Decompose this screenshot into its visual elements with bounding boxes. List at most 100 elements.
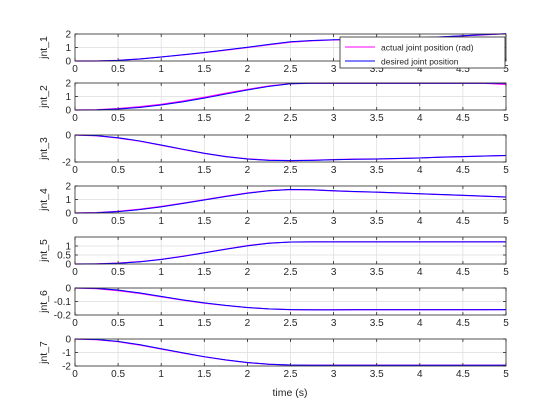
x-tick-label: 2: [245, 267, 251, 278]
x-tick-label: 0: [72, 369, 78, 380]
y-tick-label: 2: [65, 79, 71, 90]
y-tick-label: -1: [62, 348, 71, 359]
x-tick-label: 3: [331, 64, 337, 75]
y-tick-label: -0.2: [54, 311, 72, 322]
y-tick-label: 2: [65, 182, 71, 193]
x-tick-label: 2: [245, 318, 251, 329]
x-tick-label: 1.5: [197, 165, 211, 176]
x-tick-label: 0.5: [111, 216, 125, 227]
y-tick-label: 0: [65, 284, 71, 295]
y-tick-label: -0.1: [54, 297, 72, 308]
x-tick-label: 1: [158, 113, 164, 124]
x-tick-label: 3.5: [370, 369, 384, 380]
y-tick-label: -2: [62, 158, 71, 169]
x-tick-label: 4.5: [456, 64, 470, 75]
x-tick-label: 2.5: [284, 369, 298, 380]
x-tick-label: 2: [245, 216, 251, 227]
y-axis-label: jnt_3: [38, 137, 50, 161]
y-tick-label: 0.5: [57, 251, 71, 262]
x-tick-label: 5: [503, 369, 509, 380]
y-tick-label: 0: [65, 57, 71, 68]
x-tick-label: 1: [158, 216, 164, 227]
x-tick-label: 3.5: [370, 318, 384, 329]
x-tick-label: 2: [245, 369, 251, 380]
x-tick-label: 0.5: [111, 113, 125, 124]
y-tick-label: 0: [65, 131, 71, 142]
y-axis-label: jnt_2: [38, 85, 50, 109]
x-tick-label: 1.5: [197, 267, 211, 278]
x-tick-label: 0: [72, 113, 78, 124]
x-tick-label: 4.5: [456, 369, 470, 380]
x-tick-label: 1.5: [197, 216, 211, 227]
x-tick-label: 4: [417, 267, 423, 278]
x-tick-label: 4: [417, 113, 423, 124]
series-line-desired: [75, 241, 506, 265]
x-tick-label: 0.5: [111, 267, 125, 278]
y-tick-label: 1: [65, 195, 71, 206]
x-tick-label: 1.5: [197, 64, 211, 75]
x-tick-label: 1.5: [197, 318, 211, 329]
x-tick-label: 5: [503, 318, 509, 329]
y-axis-label: jnt_1: [38, 36, 50, 60]
x-tick-label: 0: [72, 64, 78, 75]
x-tick-label: 2.5: [284, 113, 298, 124]
y-tick-label: 1: [65, 242, 71, 253]
x-tick-label: 1.5: [197, 369, 211, 380]
x-tick-label: 4: [417, 165, 423, 176]
x-tick-label: 5: [503, 216, 509, 227]
y-axis-label: jnt_7: [38, 341, 50, 365]
y-axis-label: jnt_4: [38, 188, 50, 212]
legend: actual joint position (rad) desired join…: [339, 36, 506, 69]
x-tick-label: 4: [417, 318, 423, 329]
y-axis-label: jnt_5: [38, 239, 50, 263]
x-tick-label: 0.5: [111, 165, 125, 176]
y-tick-label: 0: [65, 209, 71, 220]
x-tick-label: 1.5: [197, 113, 211, 124]
legend-label-desired: desired joint position: [381, 57, 459, 67]
x-tick-label: 1: [158, 369, 164, 380]
x-tick-label: 1: [158, 318, 164, 329]
x-tick-label: 3: [331, 267, 337, 278]
x-tick-label: 4: [417, 369, 423, 380]
x-tick-label: 3.5: [370, 267, 384, 278]
y-tick-label: 0: [65, 335, 71, 346]
x-tick-label: 2.5: [284, 64, 298, 75]
y-tick-label: 2: [65, 30, 71, 41]
x-tick-label: 0: [72, 165, 78, 176]
x-tick-label: 4: [417, 64, 423, 75]
x-tick-label: 4.5: [456, 318, 470, 329]
x-tick-label: 4.5: [456, 267, 470, 278]
x-tick-label: 2.5: [284, 165, 298, 176]
x-tick-label: 5: [503, 113, 509, 124]
x-tick-label: 1: [158, 267, 164, 278]
x-tick-label: 3: [331, 113, 337, 124]
x-tick-label: 0.5: [111, 64, 125, 75]
x-tick-label: 5: [503, 267, 509, 278]
x-tick-label: 2.5: [284, 267, 298, 278]
x-tick-label: 5: [503, 165, 509, 176]
y-tick-label: 1: [65, 92, 71, 103]
x-tick-label: 2: [245, 113, 251, 124]
y-tick-label: 0: [65, 260, 71, 271]
series-line-desired: [75, 287, 506, 311]
x-tick-label: 3: [331, 318, 337, 329]
y-tick-label: 1: [65, 43, 71, 54]
x-tick-label: 0.5: [111, 318, 125, 329]
x-tick-label: 4.5: [456, 113, 470, 124]
x-tick-label: 2.5: [284, 216, 298, 227]
x-tick-label: 5: [503, 64, 509, 75]
x-tick-label: 0: [72, 216, 78, 227]
legend-box: [339, 36, 506, 69]
x-tick-label: 3: [331, 369, 337, 380]
x-axis-label: time (s): [273, 387, 308, 399]
y-tick-label: 0: [65, 106, 71, 117]
y-axis-label: jnt_6: [38, 290, 50, 314]
x-tick-label: 3.5: [370, 64, 384, 75]
x-tick-label: 2.5: [284, 318, 298, 329]
